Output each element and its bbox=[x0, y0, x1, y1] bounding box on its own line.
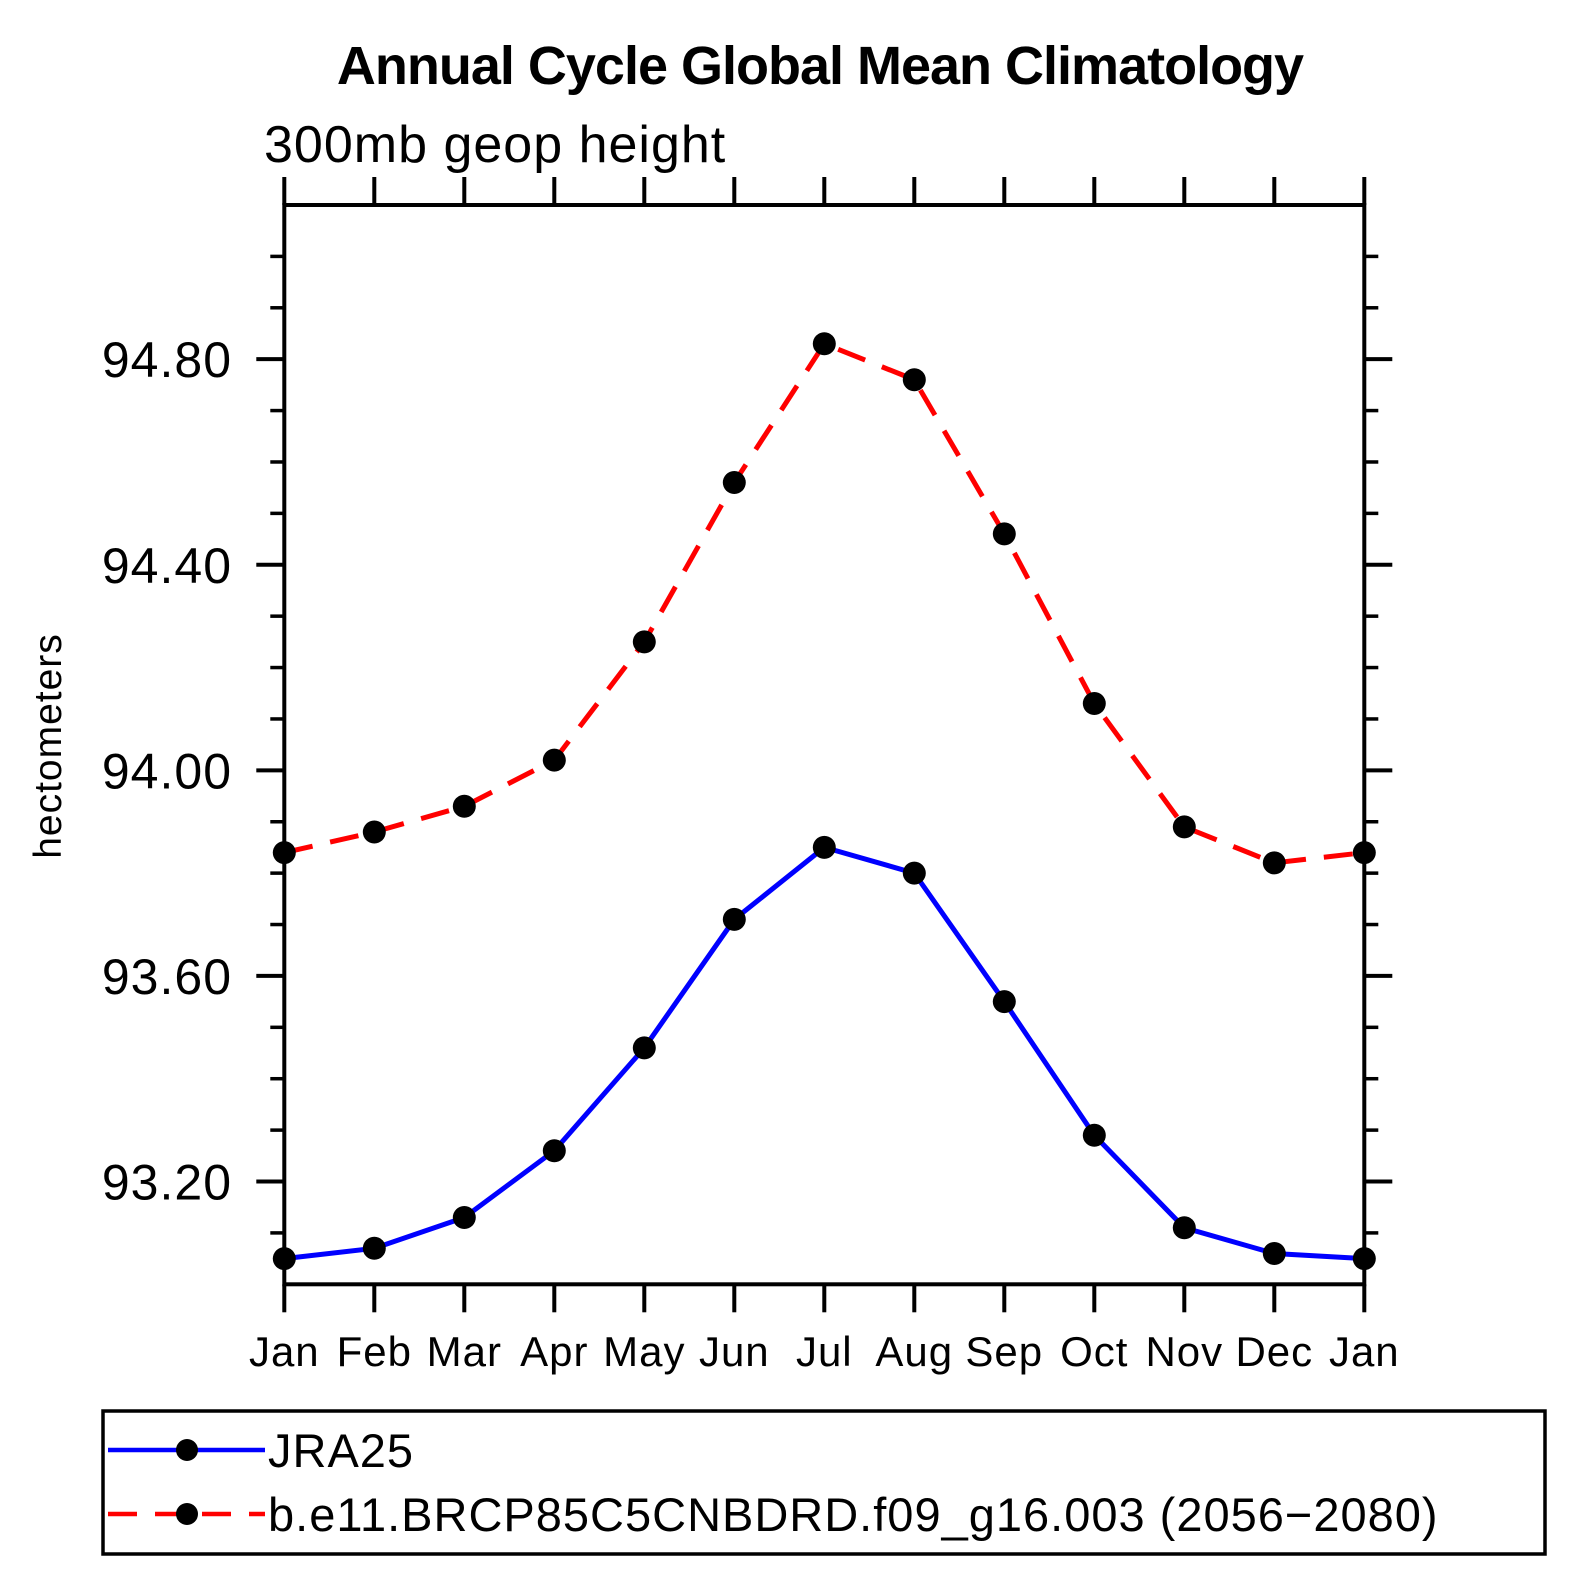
legend-entry-model: b.e11.BRCP85C5CNBDRD.f09_g16.003 (2056−2… bbox=[108, 1488, 1439, 1541]
x-tick-label: Jun bbox=[699, 1328, 770, 1375]
y-axis-label: hectometers bbox=[27, 633, 70, 859]
data-point-jra25 bbox=[632, 1036, 656, 1060]
data-point-model bbox=[1172, 815, 1196, 839]
data-point-jra25 bbox=[992, 990, 1016, 1014]
data-point-jra25 bbox=[272, 1247, 296, 1271]
legend-marker-jra25 bbox=[176, 1439, 198, 1461]
y-tick-label: 93.60 bbox=[102, 949, 232, 1005]
data-point-model bbox=[632, 630, 656, 654]
legend-box bbox=[101, 1409, 1547, 1556]
data-point-jra25 bbox=[1262, 1242, 1286, 1265]
data-point-model bbox=[812, 332, 836, 356]
legend-entry-jra25: JRA25 bbox=[108, 1424, 414, 1477]
x-tick-label: Jan bbox=[249, 1328, 320, 1375]
data-point-jra25 bbox=[722, 907, 746, 931]
series bbox=[272, 332, 1376, 1271]
x-tick-label: Nov bbox=[1145, 1328, 1223, 1375]
x-tick-label: Oct bbox=[1060, 1328, 1128, 1375]
y-tick-label: 94.00 bbox=[102, 743, 232, 799]
data-point-model bbox=[272, 841, 296, 865]
data-point-model bbox=[992, 522, 1016, 546]
x-tick-label: Dec bbox=[1235, 1328, 1313, 1375]
x-tick-label: Aug bbox=[875, 1328, 953, 1375]
x-tick-label: Jul bbox=[796, 1328, 853, 1375]
data-point-jra25 bbox=[362, 1236, 386, 1260]
data-point-jra25 bbox=[452, 1206, 476, 1229]
x-tick-label: Mar bbox=[427, 1328, 502, 1375]
y-tick-label: 94.80 bbox=[102, 332, 232, 388]
data-point-model bbox=[902, 368, 926, 392]
data-point-jra25 bbox=[812, 835, 836, 859]
legend-label-model: b.e11.BRCP85C5CNBDRD.f09_g16.003 (2056−2… bbox=[268, 1488, 1439, 1541]
legend-label-jra25: JRA25 bbox=[268, 1424, 414, 1477]
y-tick-label: 94.40 bbox=[102, 538, 232, 594]
chart-title: Annual Cycle Global Mean Climatology bbox=[337, 36, 1304, 96]
axes: Jan Feb Mar Apr May Jun Jul Aug Sep Oct Nov Dec Jan 9… bbox=[102, 177, 1400, 1375]
data-point-jra25 bbox=[1352, 1247, 1376, 1271]
data-point-jra25 bbox=[902, 861, 926, 885]
plot-frame bbox=[282, 203, 1367, 1287]
data-point-model bbox=[1262, 851, 1286, 875]
data-point-model bbox=[362, 820, 386, 844]
x-tick-label: Sep bbox=[965, 1328, 1043, 1375]
legend: JRA25 b.e11.BRCP85C5CNBDRD.f09_g16.003 (… bbox=[101, 1409, 1547, 1556]
y-tick-label: 93.20 bbox=[102, 1155, 232, 1211]
legend-marker-model bbox=[176, 1503, 198, 1525]
series-line-model bbox=[283, 340, 1365, 866]
x-tick-label: May bbox=[603, 1328, 685, 1375]
chart-subtitle: 300mb geop height bbox=[264, 116, 726, 174]
data-point-model bbox=[1352, 841, 1376, 865]
x-tick-label: Apr bbox=[520, 1328, 588, 1375]
series-line-jra25 bbox=[284, 844, 1365, 1262]
data-point-model bbox=[542, 748, 566, 772]
data-point-model bbox=[452, 794, 476, 818]
x-tick-label: Jan bbox=[1329, 1328, 1400, 1375]
data-point-jra25 bbox=[542, 1139, 566, 1163]
data-point-model bbox=[1082, 692, 1106, 715]
data-point-model bbox=[722, 471, 746, 494]
data-point-jra25 bbox=[1082, 1123, 1106, 1147]
data-point-jra25 bbox=[1172, 1216, 1196, 1240]
x-tick-label: Feb bbox=[337, 1328, 412, 1375]
